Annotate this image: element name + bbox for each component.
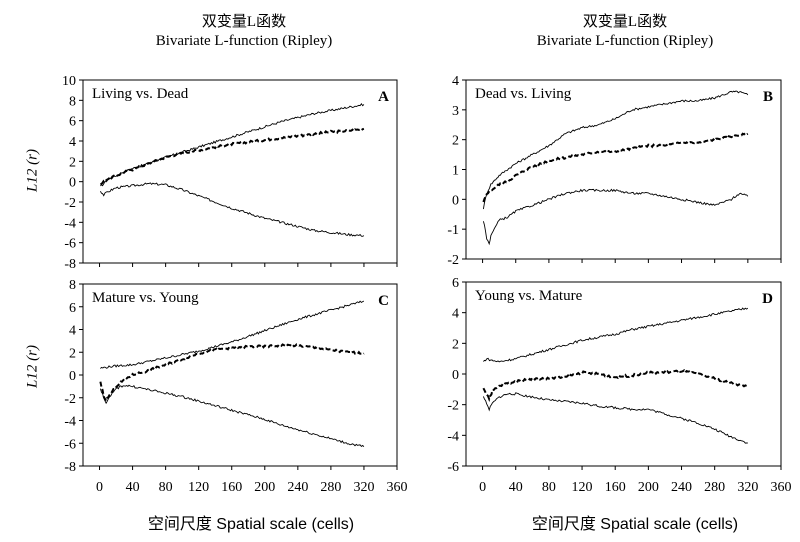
left-title-cn: 双变量L函数 [201,14,287,30]
left-column-title: 双变量L函数 Bivariate L-function (Ripley) [94,13,394,51]
y-tick-label: 2 [452,337,459,352]
series-observed [482,131,749,203]
y-tick-label: 3 [452,104,459,119]
x-tick-label: 120 [572,480,593,495]
x-tick-label: 160 [605,480,626,495]
left-title-en: Bivariate L-function (Ripley) [155,33,333,49]
y-tick-label: -8 [64,460,76,475]
y-tick-label: -8 [64,257,76,272]
series-lower-envelope [482,188,749,246]
y-tick-label: -2 [447,399,459,414]
y-tick-label: -6 [447,460,459,475]
panel-label: Young vs. Mature [475,288,583,304]
y-tick-label: -4 [447,429,459,444]
series-upper-envelope [483,307,749,363]
x-tick-label: 280 [704,480,725,495]
panel-letter: B [763,89,773,105]
x-tick-label: 200 [638,480,659,495]
y-tick-label: 0 [69,369,76,384]
y-tick-label: -6 [64,437,76,452]
y-tick-label: 2 [69,155,76,170]
y-tick-label: 4 [452,74,459,89]
y-tick-label: -2 [64,392,76,407]
x-tick-label: 240 [287,480,308,495]
right-title-en: Bivariate L-function (Ripley) [536,33,714,49]
x-tick-label: 120 [188,480,209,495]
x-tick-label: 320 [737,480,758,495]
y-tick-label: 4 [69,135,76,150]
x-tick-label: 200 [254,480,275,495]
plot-frame [82,79,398,264]
panel-B: -2 -1 0 1 2 3 4 Dead vs. Living B [447,74,782,268]
y-tick-label: 4 [69,324,76,339]
y-tick-label: 8 [69,278,76,293]
x-tick-label: 280 [320,480,341,495]
y-tick-label: 4 [452,307,459,322]
y-tick-label: -4 [64,415,76,430]
y-tick-label: -4 [64,216,76,231]
x-tick-label: 80 [542,480,556,495]
x-tick-label: 320 [353,480,374,495]
y-tick-label: 2 [69,346,76,361]
y-tick-label: -2 [447,253,459,268]
panel-letter: C [378,293,389,309]
y-tick-label: 6 [69,301,76,316]
panel-label: Dead vs. Living [475,86,572,102]
y-tick-label: -2 [64,196,76,211]
plot-frame [82,283,398,467]
x-axis-label-right: 空间尺度 Spatial scale (cells) [531,516,739,533]
panel-letter: D [762,291,773,307]
right-column-title: 双变量L函数 Bivariate L-function (Ripley) [475,13,775,51]
series-upper-envelope [482,90,749,210]
y-tick-label: 2 [452,134,459,149]
x-tick-label: 0 [479,480,486,495]
x-tick-label: 160 [221,480,242,495]
panel-label: Living vs. Dead [92,86,189,102]
y-tick-label: 0 [452,193,459,208]
series-observed [99,343,365,404]
x-tick-label: 0 [96,480,103,495]
series-observed [482,368,749,403]
x-tick-label: 80 [159,480,173,495]
y-tick-label: 0 [452,368,459,383]
x-axis-label-left: 空间尺度 Spatial scale (cells) [147,516,355,533]
y-tick-label: 6 [69,115,76,130]
panel-D: -6 -4 -2 0 2 4 6 0 40 80 120 160 200 240 280 320 360 Youn… [447,276,791,495]
y-tick-label: 8 [69,94,76,109]
x-tick-label: 40 [126,480,140,495]
x-tick-label: 240 [671,480,692,495]
series-lower-envelope [100,182,365,237]
x-tick-label: 360 [771,480,792,495]
y-tick-label: -1 [447,223,459,238]
y-tick-label: 10 [62,74,76,89]
right-title-cn: 双变量L函数 [582,14,668,30]
y-tick-label: 6 [452,276,459,291]
y-tick-label: 1 [452,164,459,179]
series-lower-envelope [99,384,365,448]
panel-A: -8 -6 -4 -2 0 2 4 6 8 10 Living vs. Dead A [62,74,398,272]
panel-label: Mature vs. Young [92,290,199,306]
y-tick-label: 0 [69,176,76,191]
y-tick-label: -6 [64,237,76,252]
plot-frame [465,281,782,467]
panel-letter: A [378,89,389,105]
series-lower-envelope [482,392,748,444]
plot-frame [465,79,782,260]
series-observed [100,127,365,186]
x-tick-label: 360 [387,480,408,495]
series-upper-envelope [100,300,365,369]
x-tick-label: 40 [509,480,523,495]
